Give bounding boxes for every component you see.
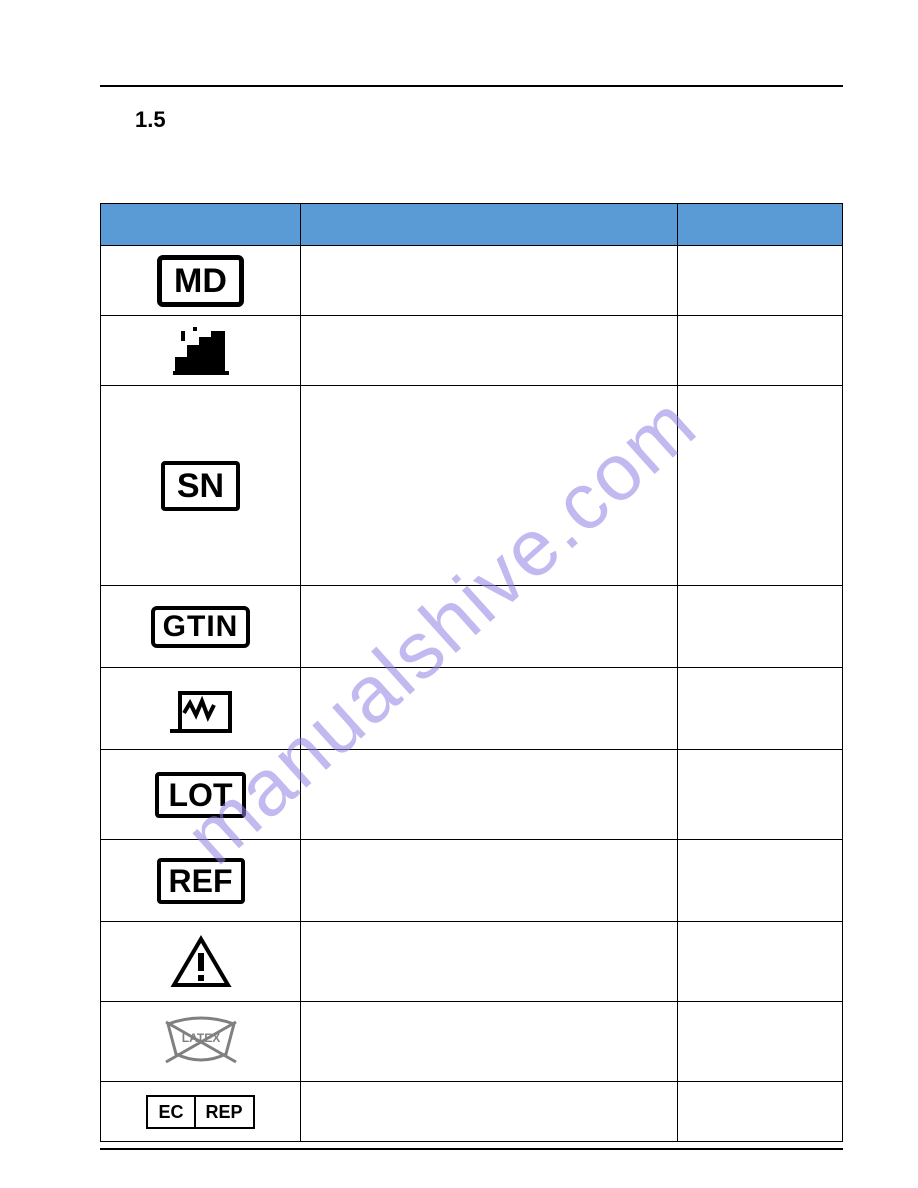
- symbol-cell: MD: [101, 246, 301, 316]
- symbol-cell: LATEX: [101, 1002, 301, 1082]
- section-number: 1.5: [135, 107, 843, 133]
- table-body: MD SN GTIN LOT REF LATEX ECREP: [101, 246, 843, 1142]
- table-row: ECREP: [101, 1082, 843, 1142]
- description-cell: [301, 586, 678, 668]
- symbol-cell: ECREP: [101, 1082, 301, 1142]
- standard-cell: [678, 586, 843, 668]
- symbol-cell: [101, 668, 301, 750]
- standard-cell: [678, 316, 843, 386]
- standard-cell: [678, 246, 843, 316]
- standard-cell: [678, 1082, 843, 1142]
- description-cell: [301, 246, 678, 316]
- table-row: MD: [101, 246, 843, 316]
- standard-cell: [678, 922, 843, 1002]
- symbol-cell: LOT: [101, 750, 301, 840]
- symbol-cell: [101, 316, 301, 386]
- symbol-icon: MD: [101, 246, 300, 315]
- standard-cell: [678, 840, 843, 922]
- manufacturer-icon: [101, 316, 300, 385]
- symbol-cell: GTIN: [101, 586, 301, 668]
- table-row: LOT: [101, 750, 843, 840]
- symbol-icon: ECREP: [101, 1082, 300, 1141]
- description-cell: [301, 668, 678, 750]
- table-row: GTIN: [101, 586, 843, 668]
- description-cell: [301, 922, 678, 1002]
- ec-rep-symbol-icon: ECREP: [146, 1095, 254, 1129]
- gtin-symbol-icon: GTIN: [151, 606, 251, 648]
- standard-cell: [678, 750, 843, 840]
- table-row: [101, 922, 843, 1002]
- description-cell: [301, 840, 678, 922]
- standard-cell: [678, 668, 843, 750]
- description-cell: [301, 386, 678, 586]
- lot-symbol-icon: LOT: [155, 772, 247, 818]
- description-cell: [301, 1002, 678, 1082]
- symbol-icon: GTIN: [101, 586, 300, 667]
- symbol-icon: LOT: [101, 750, 300, 839]
- table-row: LATEX: [101, 1002, 843, 1082]
- symbol-icon: REF: [101, 840, 300, 921]
- symbol-cell: SN: [101, 386, 301, 586]
- date-of-mfg-icon: [101, 668, 300, 749]
- col-header-standard: [678, 204, 843, 246]
- symbol-cell: [101, 922, 301, 1002]
- symbol-icon: SN: [101, 386, 300, 585]
- ref-symbol-icon: REF: [157, 858, 245, 904]
- symbol-cell: REF: [101, 840, 301, 922]
- caution-icon: [101, 922, 300, 1001]
- standard-cell: [678, 1002, 843, 1082]
- bottom-divider: [100, 1148, 843, 1150]
- table-row: SN: [101, 386, 843, 586]
- description-cell: [301, 750, 678, 840]
- md-symbol-icon: MD: [157, 255, 244, 307]
- description-cell: [301, 316, 678, 386]
- document-page: 1.5 MDSNGTINLOTREFLATEXECREP manualshive…: [0, 0, 918, 1188]
- col-header-symbol: [101, 204, 301, 246]
- sn-symbol-icon: SN: [161, 461, 240, 511]
- description-cell: [301, 1082, 678, 1142]
- table-row: REF: [101, 840, 843, 922]
- latex-free-icon: LATEX: [101, 1002, 300, 1081]
- table-header: [101, 204, 843, 246]
- top-divider: [100, 85, 843, 87]
- table-row: [101, 316, 843, 386]
- standard-cell: [678, 386, 843, 586]
- symbols-table: MD SN GTIN LOT REF LATEX ECREP: [100, 203, 843, 1142]
- table-row: [101, 668, 843, 750]
- col-header-description: [301, 204, 678, 246]
